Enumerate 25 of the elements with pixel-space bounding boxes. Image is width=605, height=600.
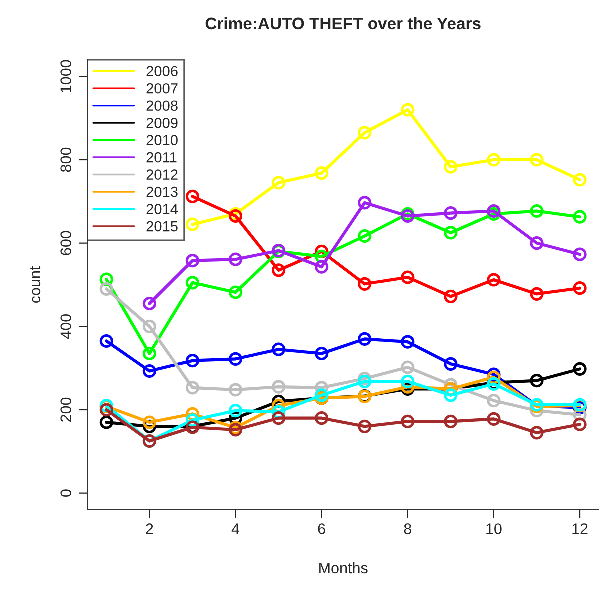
legend-label: 2014 [146, 204, 178, 214]
legend-label: 2006 [146, 66, 178, 77]
y-tick-label: 0 [60, 490, 72, 497]
x-tick-label: 12 [572, 524, 588, 534]
y-tick-label: 400 [60, 314, 72, 340]
legend-label: 2015 [146, 221, 178, 232]
x-tick-label: 2 [146, 524, 154, 534]
y-tick-label: 1000 [60, 60, 72, 92]
legend-label: 2010 [146, 135, 178, 146]
legend-label: 2009 [146, 118, 178, 128]
legend-label: 2008 [146, 100, 178, 112]
y-tick-label: 600 [60, 231, 72, 256]
legend-label: 2013 [146, 186, 178, 198]
x-tick-label: 6 [318, 524, 326, 534]
y-axis-title: count [30, 266, 41, 304]
y-tick-label: 200 [60, 398, 72, 422]
x-tick-label: 4 [232, 524, 240, 534]
legend-label: 2011 [146, 152, 177, 163]
chart-title: Crime:AUTO THEFT over the Years [206, 17, 481, 30]
x-axis-title: Months [320, 562, 368, 574]
x-tick-label: 8 [404, 524, 412, 534]
legend-label: 2012 [146, 170, 178, 180]
x-tick-label: 10 [486, 524, 502, 534]
y-tick-label: 800 [60, 148, 72, 172]
legend-label: 2007 [146, 83, 178, 94]
